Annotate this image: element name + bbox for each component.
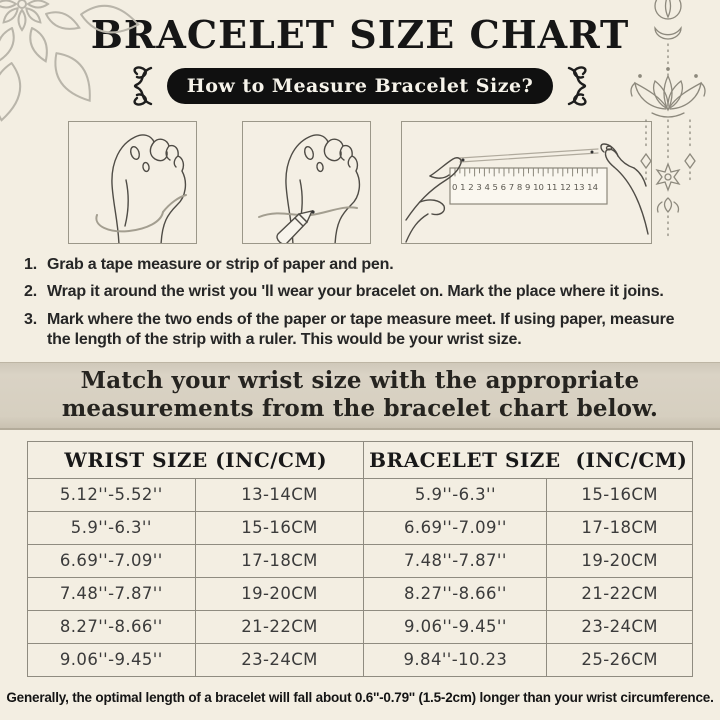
instruction-step-2: 2. Wrap it around the wrist you 'll wear… <box>24 282 700 302</box>
bracelet-size-cm: 15-16CM <box>546 477 693 512</box>
step-text: Wrap it around the wrist you 'll wear yo… <box>47 283 664 301</box>
bracelet-size-inch: 8.27''-8.66'' <box>363 576 548 611</box>
bracelet-size-cm: 23-24CM <box>546 609 693 644</box>
wrist-size-cm: 13-14CM <box>194 477 365 512</box>
bracelet-size-inch: 9.84''-10.23 <box>363 642 548 677</box>
measure-illustrations-row: 0 1 2 3 4 5 6 7 8 9 10 11 12 13 14 <box>0 121 720 244</box>
match-size-banner: Match your wrist size with the appropria… <box>0 361 720 430</box>
wrist-size-inch: 5.12''-5.52'' <box>27 477 196 512</box>
page-title: BRACELET SIZE CHART <box>90 12 630 57</box>
step-number: 1. <box>24 256 37 273</box>
instruction-step-3: 3. Mark where the two ends of the paper … <box>24 310 700 351</box>
instruction-step-1: 1. Grab a tape measure or strip of paper… <box>24 255 700 275</box>
bracelet-size-header: BRACELET SIZE (INC/CM) <box>363 440 693 479</box>
fist-tape-icon <box>95 134 187 243</box>
table-row: 7.48''-7.87'' 19-20CM 8.27''-8.66'' 21-2… <box>27 576 693 611</box>
how-to-measure-label: How to Measure Bracelet Size? <box>186 75 534 97</box>
flourish-left-icon <box>133 66 152 106</box>
instructions-list: 1. Grab a tape measure or strip of paper… <box>24 255 700 351</box>
step-number: 2. <box>24 283 37 301</box>
ruler-numbers: 0 1 2 3 4 5 6 7 8 9 10 11 12 13 14 <box>452 183 598 192</box>
table-row: 8.27''-8.66'' 21-22CM 9.06''-9.45'' 23-2… <box>27 609 693 644</box>
wrist-size-inch: 5.9''-6.3'' <box>27 510 196 545</box>
table-row: 9.06''-9.45'' 23-24CM 9.84''-10.23 25-26… <box>27 642 693 677</box>
step-number: 3. <box>24 310 37 328</box>
size-table: WRIST SIZE (INC/CM) BRACELET SIZE (INC/C… <box>26 440 693 677</box>
illustration-mark-joint <box>242 121 371 244</box>
match-size-banner-text: Match your wrist size with the appropria… <box>61 367 659 423</box>
step-text: Grab a tape measure or strip of paper an… <box>47 256 394 273</box>
section-header-row: How to Measure Bracelet Size? <box>0 64 720 108</box>
flourish-right-icon <box>568 66 587 106</box>
wrist-size-header: WRIST SIZE (INC/CM) <box>26 440 365 479</box>
illustration-wrap-tape <box>68 121 197 244</box>
wrist-size-inch: 8.27''-8.66'' <box>27 609 196 644</box>
wrist-size-inch: 9.06''-9.45'' <box>27 642 196 677</box>
bracelet-size-cm: 21-22CM <box>546 576 693 611</box>
how-to-measure-pill: How to Measure Bracelet Size? <box>166 68 554 104</box>
fist-pen-icon <box>258 134 361 243</box>
bracelet-size-inch: 7.48''-7.87'' <box>363 543 548 578</box>
wrist-size-inch: 7.48''-7.87'' <box>27 576 196 611</box>
wrist-size-inch: 6.69''-7.09'' <box>27 543 196 578</box>
bracelet-size-inch: 5.9''-6.3'' <box>363 477 548 512</box>
wrist-size-cm: 19-20CM <box>194 576 365 611</box>
bracelet-size-cm: 19-20CM <box>546 543 693 578</box>
wrist-size-cm: 17-18CM <box>194 543 365 578</box>
size-table-header-row: WRIST SIZE (INC/CM) BRACELET SIZE (INC/C… <box>26 440 693 479</box>
table-row: 5.9''-6.3'' 15-16CM 6.69''-7.09'' 17-18C… <box>27 510 693 545</box>
wrist-size-cm: 23-24CM <box>194 642 365 677</box>
bracelet-size-cm: 17-18CM <box>546 510 693 545</box>
wrist-size-cm: 21-22CM <box>194 609 365 644</box>
table-row: 6.69''-7.09'' 17-18CM 7.48''-7.87'' 19-2… <box>27 543 693 578</box>
bracelet-size-inch: 6.69''-7.09'' <box>363 510 548 545</box>
illustration-measure-ruler: 0 1 2 3 4 5 6 7 8 9 10 11 12 13 14 <box>401 121 652 244</box>
bracelet-size-inch: 9.06''-9.45'' <box>363 609 548 644</box>
footnote-text: Generally, the optimal length of a brace… <box>6 689 714 705</box>
ruler-hands-icon: 0 1 2 3 4 5 6 7 8 9 10 11 12 13 14 <box>405 143 649 243</box>
table-row: 5.12''-5.52'' 13-14CM 5.9''-6.3'' 15-16C… <box>27 477 693 512</box>
bracelet-size-cm: 25-26CM <box>546 642 693 677</box>
wrist-size-cm: 15-16CM <box>194 510 365 545</box>
step-text: Mark where the two ends of the paper or … <box>47 310 675 349</box>
